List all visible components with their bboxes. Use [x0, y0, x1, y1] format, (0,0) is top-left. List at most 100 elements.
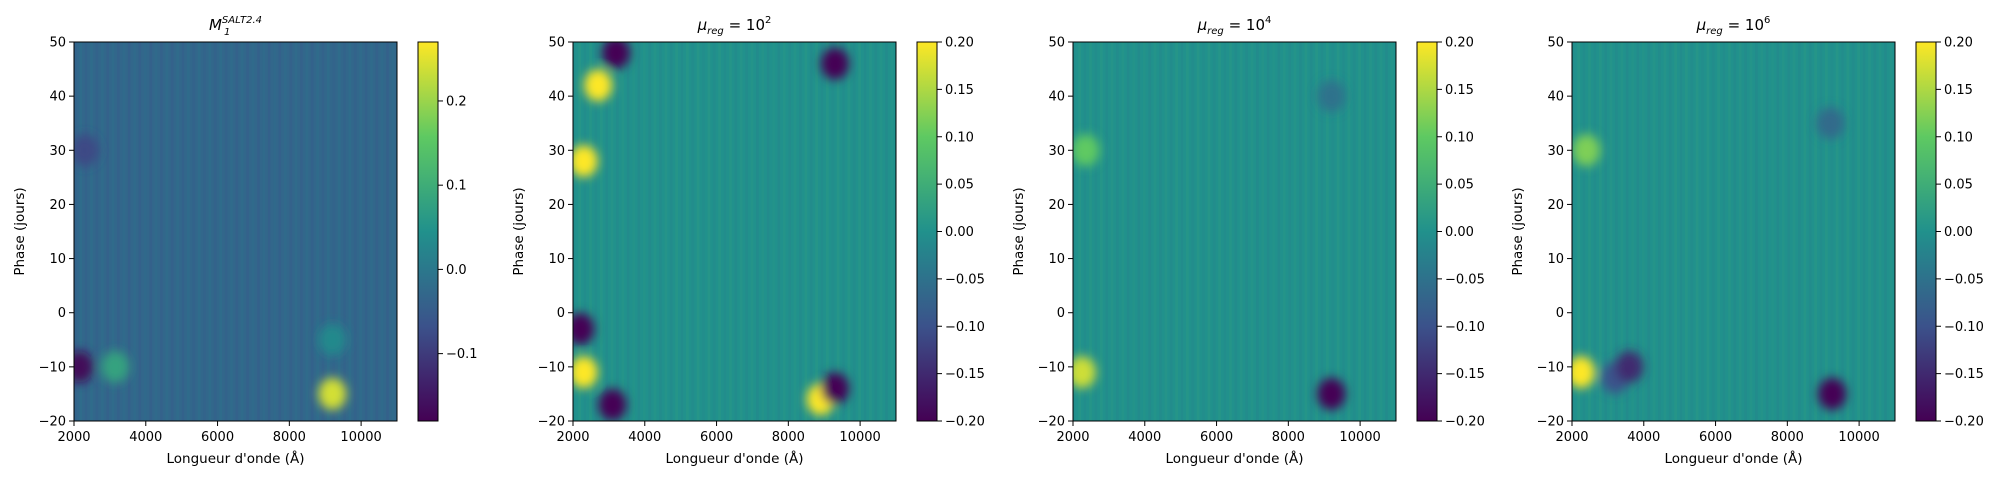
heatmap-stripe	[1846, 42, 1850, 421]
heatmap-stripe	[370, 42, 373, 421]
colorbar	[1915, 41, 1937, 422]
y-tick-label: 20	[1048, 198, 1065, 213]
heatmap-stripe	[1792, 42, 1796, 421]
heatmap-stripe	[262, 42, 266, 421]
heatmap-stripe	[300, 42, 303, 421]
heatmap-stripe	[278, 42, 282, 421]
y-tick-label: 30	[1547, 144, 1564, 159]
heatmap-stripe	[1690, 42, 1694, 421]
colorbar-tick-label: −0.10	[1944, 320, 1984, 335]
heatmap-feature	[74, 350, 94, 383]
y-tick-label: 0	[58, 306, 66, 321]
x-tick-label: 6000	[201, 430, 234, 445]
heatmap-stripe	[1884, 42, 1887, 421]
heatmap-stripe	[745, 42, 748, 421]
colorbar-tick-label: 0.20	[945, 36, 974, 51]
heatmap-stripe	[1261, 42, 1265, 421]
heatmap-stripe	[1781, 42, 1785, 421]
heatmap-feature	[1317, 80, 1346, 113]
heatmap-feature	[318, 323, 347, 356]
heatmap-stripe	[1771, 42, 1774, 421]
colorbar	[1416, 41, 1438, 422]
heatmap-stripe	[332, 42, 336, 421]
heatmap-stripe	[1159, 42, 1162, 421]
y-tick-label: 40	[49, 90, 66, 105]
heatmap-feature	[602, 42, 631, 69]
colorbar-tick-label: 0.1	[446, 179, 467, 194]
heatmap-stripe	[251, 42, 255, 421]
heatmap-stripe	[257, 42, 260, 421]
heatmap-stripe	[1814, 42, 1817, 421]
heatmap-stripe	[283, 42, 287, 421]
heatmap-stripe	[696, 42, 700, 421]
heatmap-stripe	[766, 42, 770, 421]
heatmap-stripe	[632, 42, 635, 421]
heatmap-stripe	[343, 42, 346, 421]
heatmap-stripe	[1094, 42, 1098, 421]
colorbar-tick-label: −0.20	[1944, 415, 1984, 430]
heatmap-stripe	[761, 42, 765, 421]
subplot-4: 2000 4000 6000 8000 10000 −20 −10 0 10 20 30 40 50 Lo…	[1510, 15, 1984, 467]
heatmap-stripe	[691, 42, 695, 421]
heatmap-stripe	[1116, 42, 1119, 421]
y-tick-label: −10	[538, 360, 565, 375]
heatmap-stripe	[1073, 42, 1076, 421]
colorbar-tick-label: 0.10	[1445, 130, 1474, 145]
heatmap-stripe	[1363, 42, 1367, 421]
heatmap-stripe	[386, 42, 389, 421]
heatmap-stripe	[1239, 42, 1243, 421]
heatmap-stripe	[219, 42, 223, 421]
colorbar-tick-label: 0.0	[446, 263, 467, 278]
heatmap-stripe	[1369, 42, 1372, 421]
heatmap-stripe	[111, 42, 115, 421]
colorbar-tick-label: 0.15	[1445, 83, 1474, 98]
x-tick-label: 2000	[1056, 430, 1089, 445]
colorbar	[916, 41, 938, 422]
heatmap-stripe	[1374, 42, 1378, 421]
heatmap-stripe	[1851, 42, 1855, 421]
heatmap-stripe	[1256, 42, 1259, 421]
heatmap-stripe	[84, 42, 88, 421]
heatmap-stripe	[879, 42, 883, 421]
y-tick-label: 40	[1547, 90, 1564, 105]
heatmap-stripe	[815, 42, 818, 421]
heatmap-stripe	[1142, 42, 1146, 421]
heatmap-area	[1572, 42, 1895, 421]
heatmap-stripe	[1658, 42, 1661, 421]
y-tick-label: −10	[1038, 360, 1065, 375]
y-tick-label: 20	[1547, 198, 1564, 213]
x-axis-label: Longueur d'onde (Å)	[167, 450, 305, 467]
heatmap-stripe	[1663, 42, 1667, 421]
heatmap-stripe	[831, 42, 835, 421]
heatmap-stripe	[826, 42, 829, 421]
heatmap-stripe	[1787, 42, 1791, 421]
x-tick-label: 6000	[700, 430, 733, 445]
heatmap-stripe	[176, 42, 179, 421]
heatmap-stripe	[1674, 42, 1677, 421]
x-tick-label: 4000	[1627, 430, 1660, 445]
heatmap-stripe	[1304, 42, 1308, 421]
heatmap-stripe	[1636, 42, 1640, 421]
heatmap-stripe	[874, 42, 878, 421]
axes-frame	[1571, 41, 1896, 422]
x-tick-label: 10000	[1339, 430, 1380, 445]
heatmap-stripe	[267, 42, 271, 421]
x-tick-label: 4000	[1128, 430, 1161, 445]
heatmap-stripe	[847, 42, 851, 421]
heatmap-stripe	[154, 42, 158, 421]
subplot-1: 2000 4000 6000 8000 10000 −20 −10 0 10 20 30 40 50 Lo…	[12, 15, 478, 467]
heatmap-stripe	[337, 42, 341, 421]
heatmap-stripe	[1153, 42, 1157, 421]
heatmap-stripe	[1620, 42, 1624, 421]
x-tick-label: 8000	[1771, 430, 1804, 445]
heatmap-feature	[573, 312, 595, 345]
heatmap-feature	[820, 47, 849, 80]
y-tick-label: 0	[557, 306, 565, 321]
heatmap-stripe	[1132, 42, 1135, 421]
heatmap-stripe	[702, 42, 705, 421]
heatmap-stripe	[718, 42, 722, 421]
heatmap-stripe	[127, 42, 131, 421]
colorbar-tick-label: −0.05	[1944, 272, 1984, 287]
heatmap-stripe	[165, 42, 169, 421]
heatmap-stripe	[1320, 42, 1324, 421]
